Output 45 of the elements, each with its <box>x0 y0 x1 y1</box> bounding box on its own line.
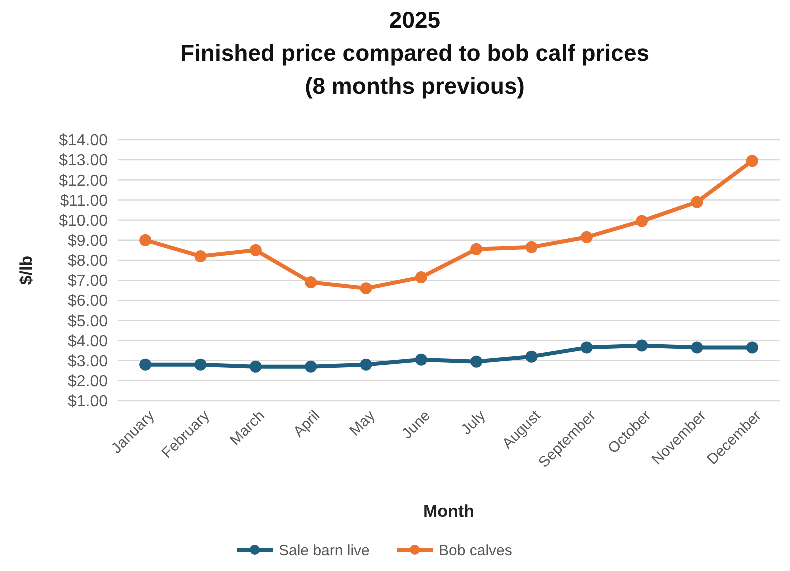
y-tick-label: $13.00 <box>59 152 108 170</box>
point <box>305 360 318 373</box>
point <box>691 196 704 208</box>
y-tick-label: $6.00 <box>68 293 108 310</box>
y-tick-label: $12.00 <box>59 172 108 190</box>
y-tick-label: $7.00 <box>68 273 108 290</box>
y-tick-label: $9.00 <box>68 232 108 250</box>
point <box>140 358 152 371</box>
y-tick-label: $10.00 <box>59 212 108 230</box>
point <box>746 155 758 168</box>
y-tick-label: $3.00 <box>68 353 108 370</box>
point <box>360 282 372 295</box>
x-axis-title: Month <box>424 502 474 521</box>
point <box>250 244 262 256</box>
y-tick-label: $8.00 <box>68 253 108 270</box>
point <box>470 356 483 368</box>
point <box>194 250 207 262</box>
point <box>360 358 372 371</box>
y-tick-label: $14.00 <box>59 132 108 150</box>
point <box>526 241 538 254</box>
point <box>470 243 483 256</box>
point <box>415 354 428 366</box>
chart-title: 2025 Finished price compared to bob calf prices (8 months previous) <box>180 7 650 99</box>
legend-label: Bob calves <box>439 542 512 560</box>
x-tick-label: July <box>458 407 490 438</box>
y-tick-label: $11.00 <box>60 192 108 210</box>
point <box>746 342 758 354</box>
point <box>580 342 593 354</box>
legend-label: Sale barn live <box>279 542 370 560</box>
y-tick-label: $5.00 <box>68 313 108 330</box>
y-tick-label: $2.00 <box>68 374 108 391</box>
point <box>140 234 152 246</box>
point <box>526 350 538 363</box>
y-tick-label: $4.00 <box>68 333 108 350</box>
y-axis-title: $/lb <box>17 256 36 286</box>
point <box>305 276 318 289</box>
y-tick-label: $1.00 <box>68 394 108 411</box>
point <box>250 360 262 373</box>
point <box>691 342 704 354</box>
point <box>415 272 428 284</box>
x-tick-label: May <box>346 407 380 440</box>
point <box>580 231 593 244</box>
point <box>636 215 648 228</box>
point <box>636 340 648 352</box>
point <box>194 358 207 371</box>
